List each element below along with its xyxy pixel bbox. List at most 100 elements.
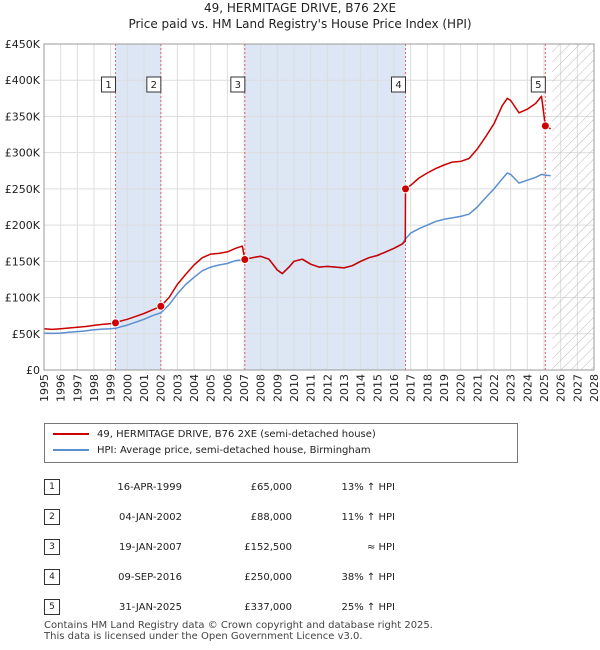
table-row: 4 09-SEP-2016 £250,000 38% ↑ HPI — [44, 562, 395, 592]
table-row: 1 16-APR-1999 £65,000 13% ↑ HPI — [44, 472, 395, 502]
x-tick-label: 2000 — [121, 374, 134, 402]
sale-number: 5 — [44, 599, 60, 615]
sale-number: 4 — [44, 569, 60, 585]
x-tick-label: 2019 — [438, 374, 451, 402]
x-tick-labels: 1995 1996 1997 1998 1999 2000 2001 2002 2003 2004… — [38, 374, 600, 402]
legend-swatch-property — [53, 433, 89, 435]
future-hatch — [552, 44, 594, 370]
sale-price: £88,000 — [250, 511, 292, 523]
future-region — [552, 44, 594, 370]
x-tick-label: 2022 — [488, 374, 501, 402]
y-tick-label: £450K — [5, 38, 41, 51]
sale-point-4 — [401, 184, 410, 194]
sale-number: 2 — [44, 509, 60, 525]
legend-item-property: 49, HERMITAGE DRIVE, B76 2XE (semi-detac… — [53, 428, 376, 442]
sale-hpi-diff: 11% ↑ HPI — [341, 511, 395, 523]
sale-box-3 — [230, 76, 246, 93]
x-tick-label: 2008 — [255, 374, 268, 402]
sale-date: 31-JAN-2025 — [118, 601, 182, 613]
series-lines — [43, 95, 552, 335]
x-tick-label: 1998 — [88, 374, 101, 402]
x-tick-label: 2010 — [288, 374, 301, 402]
grid-lines — [43, 43, 595, 371]
x-tick-label: 2012 — [321, 374, 334, 402]
sale-point-3 — [240, 255, 250, 265]
table-row: 2 04-JAN-2002 £88,000 11% ↑ HPI — [44, 502, 395, 532]
sale-price: £65,000 — [250, 481, 292, 493]
x-tick-label: 2009 — [271, 374, 284, 402]
sale-hpi-diff: 38% ↑ HPI — [341, 571, 395, 583]
y-tick-label: £350K — [5, 110, 41, 123]
x-tick-label: 2028 — [588, 374, 600, 402]
x-tick-label: 2027 — [571, 374, 584, 402]
sale-hpi-diff: 25% ↑ HPI — [341, 601, 395, 613]
sale-price: £250,000 — [244, 571, 292, 583]
sale-hpi-diff: ≈ HPI — [366, 541, 395, 553]
transactions-table: 1 16-APR-1999 £65,000 13% ↑ HPI 2 04-JAN… — [44, 472, 395, 622]
chart-title: 49, HERMITAGE DRIVE, B76 2XE — [203, 1, 397, 15]
legend-label-hpi: HPI: Average price, semi-detached house,… — [97, 445, 371, 456]
sale-point-5 — [540, 121, 550, 131]
x-tick-label: 2002 — [155, 374, 168, 402]
plot-frame — [43, 43, 595, 371]
property-price-line — [43, 95, 552, 331]
sale-number: 3 — [44, 539, 60, 555]
sale-price: £337,000 — [244, 601, 292, 613]
x-tick-label: 2023 — [505, 374, 518, 402]
legend-item-hpi: HPI: Average price, semi-detached house,… — [53, 444, 371, 458]
sale-point-1 — [111, 318, 120, 328]
x-tick-label: 2003 — [171, 374, 184, 402]
table-row: 5 31-JAN-2025 £337,000 25% ↑ HPI — [44, 592, 395, 622]
x-tick-label: 2005 — [205, 374, 218, 402]
y-tick-label: £0 — [26, 364, 40, 377]
x-tick-label: 2014 — [355, 374, 368, 402]
y-tick-label: £400K — [5, 74, 41, 87]
sale-box-2 — [146, 76, 162, 93]
x-tick-label: 2017 — [405, 374, 418, 402]
x-tick-label: 2026 — [555, 374, 568, 402]
sale-points — [111, 121, 550, 328]
shaded-period-2 — [244, 44, 406, 370]
footer-license: This data is licensed under the Open Gov… — [44, 631, 363, 642]
x-tick-label: 2020 — [455, 374, 468, 402]
sale-box-label-3: 3 — [235, 80, 241, 91]
y-tick-label: £200K — [5, 219, 41, 232]
x-tick-label: 2021 — [471, 374, 484, 402]
sale-number-boxes: 1 2 3 4 5 — [101, 76, 546, 93]
sale-date: 16-APR-1999 — [117, 481, 182, 493]
sale-box-label-4: 4 — [395, 80, 401, 91]
y-tick-label: £250K — [5, 183, 41, 196]
sale-price: £152,500 — [244, 541, 292, 553]
x-tick-label: 2006 — [221, 374, 234, 402]
x-tick-label: 1997 — [71, 374, 84, 402]
chart-subtitle: Price paid vs. HM Land Registry's House … — [128, 17, 472, 31]
x-tick-label: 2013 — [338, 374, 351, 402]
sale-point-2 — [156, 301, 166, 311]
x-tick-label: 2004 — [188, 374, 201, 402]
sale-box-label-5: 5 — [535, 80, 541, 91]
price-chart: 1 2 3 4 5 £0 £50K £100K £150K £200K £250K £300K £35… — [5, 38, 600, 402]
table-row: 3 19-JAN-2007 £152,500 ≈ HPI — [44, 532, 395, 562]
sale-box-5 — [530, 76, 546, 93]
y-tick-labels: £0 £50K £100K £150K £200K £250K £300K £350K £400… — [5, 38, 41, 377]
y-tick-label: £300K — [5, 147, 41, 160]
sale-box-label-1: 1 — [105, 80, 111, 91]
y-tick-label: £50K — [12, 328, 41, 341]
axes — [43, 43, 595, 371]
legend-swatch-hpi — [53, 449, 89, 451]
chart-legend: 49, HERMITAGE DRIVE, B76 2XE (semi-detac… — [44, 423, 518, 463]
y-tick-label: £150K — [5, 255, 41, 268]
footer-copyright: Contains HM Land Registry data © Crown c… — [44, 620, 433, 631]
x-tick-label: 2016 — [388, 374, 401, 402]
sale-box-label-2: 2 — [151, 80, 157, 91]
x-tick-label: 2011 — [305, 374, 318, 402]
x-tick-label: 1996 — [55, 374, 68, 402]
sale-box-1 — [101, 76, 116, 93]
sale-date: 04-JAN-2002 — [118, 511, 182, 523]
x-tick-label: 1999 — [105, 374, 118, 402]
sale-number: 1 — [44, 479, 60, 495]
sale-hpi-diff: 13% ↑ HPI — [341, 481, 395, 493]
x-tick-label: 2018 — [421, 374, 434, 402]
y-tick-label: £100K — [5, 292, 41, 305]
legend-label-property: 49, HERMITAGE DRIVE, B76 2XE (semi-detac… — [97, 429, 376, 440]
